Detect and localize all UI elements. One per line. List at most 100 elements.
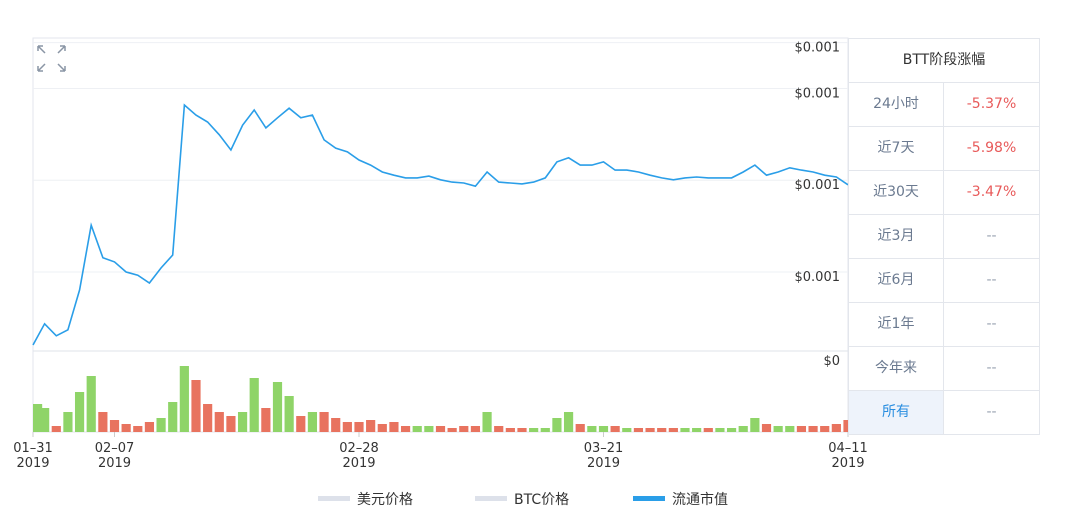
volume-tick-label: $0 bbox=[823, 354, 840, 369]
volume-bar bbox=[459, 426, 469, 432]
volume-bar bbox=[296, 416, 306, 432]
table-row[interactable]: 近1年 -- bbox=[849, 303, 1039, 347]
volume-bar bbox=[319, 412, 329, 432]
x-tick-label: 03–21 2019 bbox=[583, 441, 624, 471]
volume-bar bbox=[400, 426, 411, 432]
volume-bar bbox=[214, 412, 224, 432]
volume-bar bbox=[796, 426, 807, 432]
period-label: 近3月 bbox=[849, 215, 944, 258]
legend-item[interactable]: 流通市值 bbox=[633, 491, 728, 508]
x-tick-label: 01–31 2019 bbox=[13, 441, 53, 471]
volume-bar bbox=[692, 428, 702, 432]
period-label: 24小时 bbox=[849, 83, 944, 126]
volume-bar bbox=[494, 426, 504, 432]
table-row[interactable]: 近6月 -- bbox=[849, 259, 1039, 303]
volume-bar bbox=[575, 424, 585, 432]
volume-bar bbox=[226, 416, 236, 432]
period-label: 今年来 bbox=[849, 347, 944, 390]
volume-bar bbox=[505, 428, 515, 432]
volume-bar bbox=[447, 428, 457, 432]
y-tick-label: $0.001 bbox=[795, 41, 841, 56]
volume-bar bbox=[86, 376, 96, 432]
table-row[interactable]: 近3月 -- bbox=[849, 215, 1039, 259]
volume-bar bbox=[121, 424, 131, 432]
volume-bar bbox=[831, 424, 841, 432]
legend-label: BTC价格 bbox=[514, 492, 569, 508]
volume-bar bbox=[773, 426, 783, 432]
volume-bar bbox=[389, 422, 399, 432]
volume-bar bbox=[272, 382, 283, 432]
volume-bar bbox=[645, 428, 655, 432]
volume-bar bbox=[203, 404, 213, 432]
legend-item[interactable]: 美元价格 bbox=[318, 492, 413, 508]
table-row[interactable]: 24小时 -5.37% bbox=[849, 83, 1039, 127]
volume-bar bbox=[808, 426, 818, 432]
volume-bar bbox=[435, 426, 446, 432]
period-label: 近30天 bbox=[849, 171, 944, 214]
x-tick-label: 02–28 2019 bbox=[339, 441, 379, 471]
volume-bar bbox=[482, 412, 492, 432]
volume-bar bbox=[726, 428, 737, 432]
volume-bar bbox=[633, 428, 644, 432]
volume-bar bbox=[750, 418, 760, 432]
volume-bar bbox=[610, 426, 620, 432]
table-title: BTT阶段涨幅 bbox=[849, 38, 1039, 83]
table-row[interactable]: 所有 -- bbox=[849, 391, 1039, 435]
stage-change-table: BTT阶段涨幅 24小时 -5.37% 近7天 -5.98% 近30天 -3.47% 近3月… bbox=[848, 38, 1040, 435]
volume-bar bbox=[540, 428, 550, 432]
table-row[interactable]: 今年来 -- bbox=[849, 347, 1039, 391]
table-row[interactable]: 近7天 -5.98% bbox=[849, 127, 1039, 171]
volume-bar bbox=[74, 392, 85, 432]
legend-label: 美元价格 bbox=[357, 492, 413, 508]
volume-bar bbox=[366, 420, 376, 432]
volume-bar bbox=[377, 424, 387, 432]
period-change: -- bbox=[986, 360, 997, 376]
volume-bar bbox=[179, 366, 189, 432]
period-change: -- bbox=[986, 316, 997, 332]
volume-bar bbox=[63, 412, 73, 432]
volume-bar bbox=[668, 428, 678, 432]
legend-item[interactable]: BTC价格 bbox=[475, 492, 569, 508]
period-label: 近6月 bbox=[849, 259, 944, 302]
y-tick-label: $0.001 bbox=[795, 178, 841, 193]
volume-bar bbox=[587, 426, 597, 432]
legend-swatch bbox=[633, 496, 665, 501]
volume-bar bbox=[785, 426, 795, 432]
expand-icon[interactable] bbox=[37, 45, 66, 72]
period-change: -3.47% bbox=[966, 184, 1017, 200]
period-label: 近1年 bbox=[849, 303, 944, 346]
volume-bar bbox=[261, 408, 271, 432]
y-tick-label: $0.001 bbox=[795, 270, 841, 285]
volume-bar bbox=[249, 378, 259, 432]
period-change: -- bbox=[986, 404, 997, 420]
period-label: 所有 bbox=[849, 391, 944, 434]
volume-bar bbox=[622, 428, 632, 432]
y-tick-label: $0.001 bbox=[795, 86, 841, 101]
volume-bar bbox=[738, 426, 748, 432]
market-cap-line bbox=[32, 103, 849, 346]
volume-bar bbox=[191, 380, 201, 432]
volume-bar bbox=[98, 412, 108, 432]
volume-bar bbox=[470, 426, 481, 432]
volume-bar bbox=[51, 426, 61, 432]
volume-bar bbox=[680, 428, 690, 432]
chart-frame bbox=[32, 37, 849, 433]
period-change: -- bbox=[986, 272, 997, 288]
volume-bar bbox=[563, 412, 574, 432]
table-row[interactable]: 近30天 -3.47% bbox=[849, 171, 1039, 215]
volume-bar bbox=[820, 426, 830, 432]
volume-bar bbox=[657, 428, 667, 432]
volume-bar bbox=[598, 426, 609, 432]
volume-bar bbox=[424, 426, 434, 432]
volume-bar bbox=[529, 428, 539, 432]
volume-bar bbox=[237, 412, 248, 432]
volume-bar bbox=[133, 426, 143, 432]
volume-bar bbox=[168, 402, 178, 432]
volume-bar bbox=[144, 422, 155, 432]
period-change: -5.37% bbox=[966, 96, 1017, 112]
period-change: -5.98% bbox=[966, 140, 1017, 156]
volume-bar bbox=[354, 422, 364, 432]
volume-bar bbox=[109, 420, 120, 432]
